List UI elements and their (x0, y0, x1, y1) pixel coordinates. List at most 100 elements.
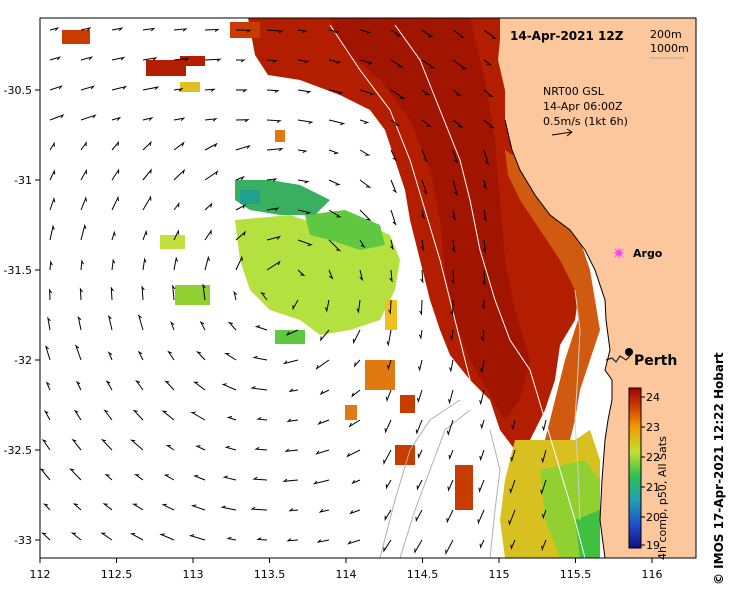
current-arrow (80, 223, 87, 241)
cool-eddy-core (305, 210, 385, 250)
current-arrow (132, 503, 144, 511)
current-arrow (266, 29, 284, 34)
current-arrow (49, 224, 55, 241)
current-arrow (266, 147, 284, 152)
sst-patch (146, 60, 186, 76)
sst-patch (275, 130, 285, 142)
current-arrow (359, 119, 370, 124)
current-arrow (315, 449, 330, 455)
current-arrow (41, 438, 51, 451)
current-arrow (282, 478, 299, 482)
current-arrow (41, 532, 51, 541)
x-tick-label: 116 (642, 568, 663, 581)
current-arrow (297, 239, 313, 247)
current-arrow (266, 235, 282, 241)
current-arrow (104, 473, 113, 481)
current-arrow (40, 468, 51, 481)
current-arrow (416, 389, 423, 404)
y-axis: -30.5 -31 -31.5 -32 -32.5 -33 (4, 84, 40, 547)
argo-label: Argo (633, 247, 663, 260)
current-arrow (137, 314, 144, 331)
current-arrow (75, 380, 82, 391)
contour-label-1000m: 1000m (650, 42, 689, 55)
colorbar-tick-label: 22 (646, 451, 660, 464)
current-arrow (49, 27, 60, 32)
perth-marker (625, 348, 633, 356)
current-arrow (385, 389, 392, 403)
current-arrow (73, 409, 82, 421)
sst-patch (180, 82, 200, 92)
current-arrow (142, 257, 147, 271)
coastline (504, 119, 613, 558)
current-arrow (266, 59, 278, 63)
y-tick-label: -31 (14, 174, 32, 187)
current-arrow (483, 59, 493, 66)
current-arrow (328, 269, 334, 280)
current-arrow (49, 169, 56, 181)
current-arrow (235, 89, 248, 93)
x-tick-label: 112 (30, 568, 51, 581)
current-arrow (297, 269, 306, 277)
current-arrow (49, 196, 56, 211)
plot-frame (39, 17, 697, 559)
current-arrow (142, 86, 160, 91)
current-arrow (452, 179, 459, 196)
current-arrow (80, 85, 95, 91)
x-tick-label: 115 (489, 568, 510, 581)
current-arrow (312, 479, 330, 485)
x-tick-label: 114.5 (407, 568, 439, 581)
colorbar-ticks: 24 23 22 21 20 19 (641, 391, 660, 552)
sst-patch (240, 190, 260, 204)
current-arrow (482, 239, 487, 254)
current-arrow (167, 350, 175, 361)
current-arrow (351, 479, 361, 485)
current-arrow (220, 505, 237, 511)
current-arrow (103, 409, 113, 421)
current-arrow (479, 449, 485, 462)
current-arrow (45, 381, 51, 391)
current-arrow (288, 508, 299, 512)
current-arrow (173, 141, 185, 151)
current-arrow (359, 149, 371, 156)
current-arrow (80, 140, 87, 151)
current-arrow (420, 239, 425, 252)
current-arrow (204, 255, 210, 271)
current-arrow (80, 259, 85, 271)
x-tick-label: 113.5 (254, 568, 286, 581)
current-arrow (204, 58, 222, 62)
current-arrow (221, 383, 237, 391)
current-arrow (173, 229, 180, 241)
current-arrow (286, 418, 299, 423)
current-arrow (204, 28, 220, 33)
current-arrow (192, 381, 206, 391)
x-axis: 112 112.5 113 113.5 114 114.5 115 115.5 116 (30, 558, 663, 581)
current-arrow (173, 168, 185, 181)
current-arrow (421, 179, 428, 195)
current-arrow (196, 351, 206, 361)
current-arrow (541, 539, 547, 552)
current-arrow (70, 532, 82, 541)
current-arrow (42, 503, 51, 511)
current-arrow (420, 269, 424, 284)
current-scale: 0.5m/s (1kt 6h) (543, 115, 628, 128)
current-arrow (508, 509, 516, 526)
sst-patch (455, 465, 473, 510)
current-arrow (349, 509, 361, 515)
current-arrow (111, 168, 120, 181)
current-arrow (478, 479, 485, 493)
current-arrow (452, 119, 464, 128)
coastal-green-strip (575, 510, 600, 558)
current-arrow (415, 509, 423, 523)
argo-marker (614, 248, 624, 258)
current-arrow (390, 149, 397, 162)
current-arrow (390, 119, 401, 126)
current-arrow (414, 539, 423, 554)
y-tick-label: -30.5 (4, 84, 32, 97)
current-arrow (482, 269, 486, 286)
current-arrow (142, 140, 152, 151)
current-arrow (317, 419, 330, 425)
current-arrow (111, 230, 116, 241)
current-arrow (479, 389, 485, 406)
current-arrow (100, 439, 113, 451)
current-arrow (49, 141, 55, 151)
